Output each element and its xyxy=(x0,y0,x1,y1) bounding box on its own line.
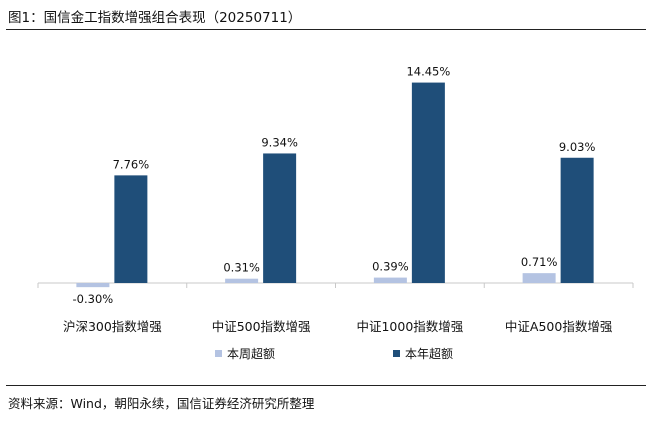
bar-ytd-3 xyxy=(560,157,594,283)
bar-ytd-1 xyxy=(263,153,297,283)
data-label: 7.76% xyxy=(113,157,150,171)
category-label: 中证1000指数增强 xyxy=(356,319,463,334)
data-label: 0.71% xyxy=(521,255,558,269)
legend-swatch xyxy=(215,350,222,357)
data-label: 0.39% xyxy=(372,260,409,274)
category-label: 沪深300指数增强 xyxy=(63,319,162,334)
bar-weekly-1 xyxy=(225,278,259,283)
data-label: 9.03% xyxy=(559,140,596,154)
data-label: 0.31% xyxy=(223,261,260,275)
data-label: 9.34% xyxy=(261,135,298,149)
category-label: 中证A500指数增强 xyxy=(505,319,613,334)
bar-ytd-0 xyxy=(114,175,148,283)
bar-weekly-3 xyxy=(522,273,556,283)
category-label: 中证500指数增强 xyxy=(212,319,311,334)
bar-ytd-2 xyxy=(411,82,445,284)
figure-title: 图1：国信金工指数增强组合表现（20250711） xyxy=(8,10,302,26)
source-divider xyxy=(6,385,646,386)
data-label: -0.30% xyxy=(73,292,114,306)
data-label: 14.45% xyxy=(406,65,450,79)
bar-weekly-0 xyxy=(76,283,110,288)
title-divider xyxy=(6,29,646,30)
source-note: 资料来源：Wind，朝阳永续，国信证券经济研究所整理 xyxy=(8,396,315,411)
legend-label: 本周超额 xyxy=(227,346,275,361)
legend-swatch xyxy=(393,350,400,357)
bar-weekly-2 xyxy=(373,277,407,283)
legend-label: 本年超额 xyxy=(405,346,453,361)
bar-chart: -0.30% 0.31% 0.39% 0.71% 7.76% 9.34% 14.45% 9.0… xyxy=(37,65,634,361)
